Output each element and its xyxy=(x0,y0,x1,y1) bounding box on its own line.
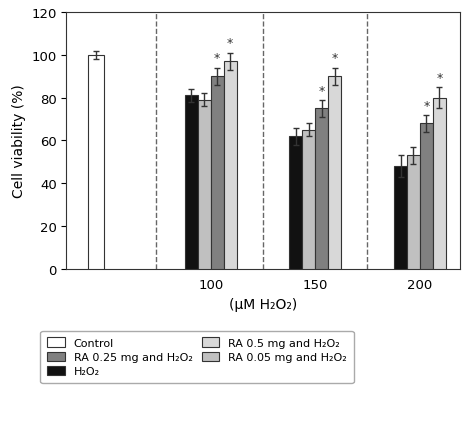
Bar xyxy=(302,130,315,269)
Y-axis label: Cell viability (%): Cell viability (%) xyxy=(12,84,26,198)
Bar xyxy=(394,167,407,269)
Bar xyxy=(315,109,328,269)
Bar xyxy=(185,96,198,269)
Bar xyxy=(198,101,211,269)
Text: *: * xyxy=(436,72,443,85)
Text: *: * xyxy=(332,53,338,65)
Bar xyxy=(407,156,420,269)
Bar xyxy=(433,99,446,269)
Bar xyxy=(89,56,104,269)
Bar xyxy=(290,137,302,269)
Text: *: * xyxy=(227,37,233,50)
Bar xyxy=(328,77,341,269)
Text: *: * xyxy=(319,84,325,97)
Bar xyxy=(224,62,237,269)
Legend: Control, RA 0.25 mg and H₂O₂, H₂O₂, RA 0.5 mg and H₂O₂, RA 0.05 mg and H₂O₂: Control, RA 0.25 mg and H₂O₂, H₂O₂, RA 0… xyxy=(40,331,354,383)
Text: *: * xyxy=(214,53,220,65)
Bar xyxy=(211,77,224,269)
Text: *: * xyxy=(423,99,429,112)
Bar xyxy=(420,124,433,269)
X-axis label: (μM H₂O₂): (μM H₂O₂) xyxy=(229,297,297,311)
